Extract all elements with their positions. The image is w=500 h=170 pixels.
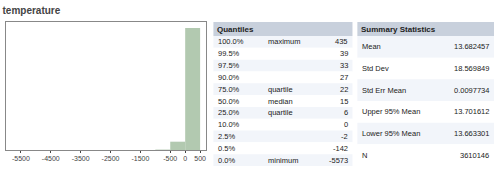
svg-text:-5500: -5500: [12, 155, 30, 162]
svg-text:-2: -2: [341, 132, 348, 141]
svg-text:10.0%: 10.0%: [218, 120, 240, 129]
svg-text:-1500: -1500: [131, 155, 149, 162]
svg-text:13.682457: 13.682457: [454, 42, 489, 51]
svg-text:Quantiles: Quantiles: [217, 25, 254, 34]
svg-text:0.0097734: 0.0097734: [454, 86, 489, 95]
svg-text:435: 435: [335, 37, 348, 46]
svg-text:39: 39: [340, 49, 348, 58]
svg-text:-5573: -5573: [329, 156, 348, 165]
svg-text:-4500: -4500: [42, 155, 60, 162]
svg-text:0.5%: 0.5%: [218, 144, 235, 153]
svg-text:33: 33: [340, 61, 348, 70]
svg-text:25.0%: 25.0%: [218, 108, 240, 117]
svg-text:Upper 95% Mean: Upper 95% Mean: [362, 107, 420, 116]
svg-text:97.5%: 97.5%: [218, 61, 240, 70]
svg-text:-2500: -2500: [102, 155, 120, 162]
svg-text:0: 0: [344, 120, 348, 129]
svg-text:-500: -500: [163, 155, 177, 162]
svg-text:500: 500: [194, 155, 206, 162]
svg-text:Std Dev: Std Dev: [362, 64, 389, 73]
svg-text:-3500: -3500: [72, 155, 90, 162]
svg-text:quartile: quartile: [268, 108, 293, 117]
svg-text:99.5%: 99.5%: [218, 49, 240, 58]
svg-text:N: N: [362, 151, 367, 160]
svg-text:50.0%: 50.0%: [218, 97, 240, 106]
svg-text:Summary Statistics: Summary Statistics: [361, 25, 436, 34]
svg-text:18.569849: 18.569849: [454, 64, 489, 73]
svg-text:Lower 95% Mean: Lower 95% Mean: [362, 129, 420, 138]
svg-text:minimum: minimum: [268, 156, 298, 165]
svg-text:13.663301: 13.663301: [454, 129, 489, 138]
svg-text:6: 6: [344, 108, 348, 117]
svg-text:maximum: maximum: [268, 37, 301, 46]
svg-text:100.0%: 100.0%: [218, 37, 244, 46]
svg-text:-142: -142: [333, 144, 348, 153]
svg-text:temperature: temperature: [3, 5, 61, 16]
svg-text:Mean: Mean: [362, 42, 381, 51]
svg-text:0.0%: 0.0%: [218, 156, 235, 165]
svg-text:Std Err Mean: Std Err Mean: [362, 86, 406, 95]
svg-text:90.0%: 90.0%: [218, 73, 240, 82]
svg-text:3610146: 3610146: [460, 151, 489, 160]
svg-text:0: 0: [183, 155, 187, 162]
svg-text:15: 15: [340, 97, 348, 106]
svg-text:median: median: [268, 97, 293, 106]
svg-text:22: 22: [340, 85, 348, 94]
svg-text:quartile: quartile: [268, 85, 293, 94]
svg-text:75.0%: 75.0%: [218, 85, 240, 94]
svg-text:13.701612: 13.701612: [454, 107, 489, 116]
svg-text:27: 27: [340, 73, 348, 82]
svg-text:2.5%: 2.5%: [218, 132, 235, 141]
